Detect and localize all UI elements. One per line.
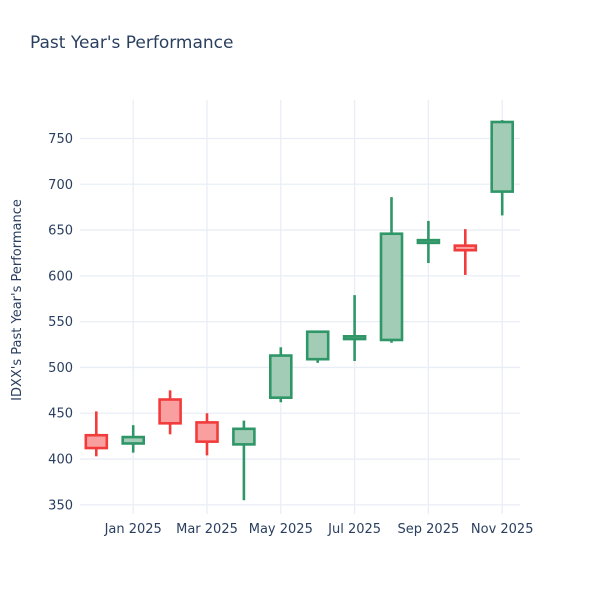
x-tick-label: May 2025 bbox=[249, 522, 313, 537]
candle-body bbox=[268, 354, 293, 399]
y-axis-title: IDXX's Past Year's Performance bbox=[10, 199, 25, 401]
candle-jun-2025 bbox=[305, 330, 330, 363]
candle-body bbox=[121, 435, 145, 445]
candle-body bbox=[232, 427, 256, 446]
y-tick-label: 450 bbox=[48, 407, 73, 422]
candle-oct-2025 bbox=[453, 229, 478, 275]
candle-jul-2025 bbox=[342, 295, 367, 362]
x-tick-label: Sep 2025 bbox=[398, 522, 460, 537]
chart-title: Past Year's Performance bbox=[30, 33, 234, 53]
y-tick-label: 750 bbox=[48, 132, 73, 147]
candle-body bbox=[305, 330, 330, 361]
candle-mar-2025 bbox=[195, 413, 219, 456]
x-tick-label: Nov 2025 bbox=[471, 522, 534, 537]
x-tick-label: Jan 2025 bbox=[104, 522, 162, 537]
candle-aug-2025 bbox=[379, 197, 404, 343]
candle-body bbox=[158, 398, 182, 425]
y-tick-label: 400 bbox=[48, 453, 73, 468]
candle-apr-2025 bbox=[232, 420, 256, 501]
candle-jan-2025 bbox=[121, 425, 145, 453]
candle-dec-2024 bbox=[84, 411, 109, 457]
candle-body bbox=[453, 244, 478, 252]
candles-layer bbox=[84, 120, 515, 501]
candle-body bbox=[490, 120, 515, 193]
candle-sep-2025 bbox=[416, 220, 441, 264]
candle-may-2025 bbox=[268, 347, 293, 403]
y-tick-label: 700 bbox=[48, 178, 73, 193]
candle-body bbox=[379, 232, 404, 342]
candle-body bbox=[195, 421, 219, 443]
y-tick-label: 600 bbox=[48, 269, 73, 284]
candle-nov-2025 bbox=[490, 120, 515, 216]
candle-feb-2025 bbox=[158, 390, 182, 435]
candle-body bbox=[342, 335, 367, 341]
candle-body bbox=[84, 433, 109, 450]
y-tick-label: 350 bbox=[48, 498, 73, 513]
candle-body bbox=[416, 238, 441, 245]
x-tick-label: Mar 2025 bbox=[176, 522, 238, 537]
gridlines bbox=[80, 100, 520, 514]
y-tick-label: 500 bbox=[48, 361, 73, 376]
y-tick-label: 650 bbox=[48, 224, 73, 239]
tick-labels: 350 400 450 500 550 600 650 700 750 Jan 2025 Mar 2… bbox=[48, 132, 533, 537]
y-tick-label: 550 bbox=[48, 315, 73, 330]
x-tick-label: Jul 2025 bbox=[327, 522, 381, 537]
